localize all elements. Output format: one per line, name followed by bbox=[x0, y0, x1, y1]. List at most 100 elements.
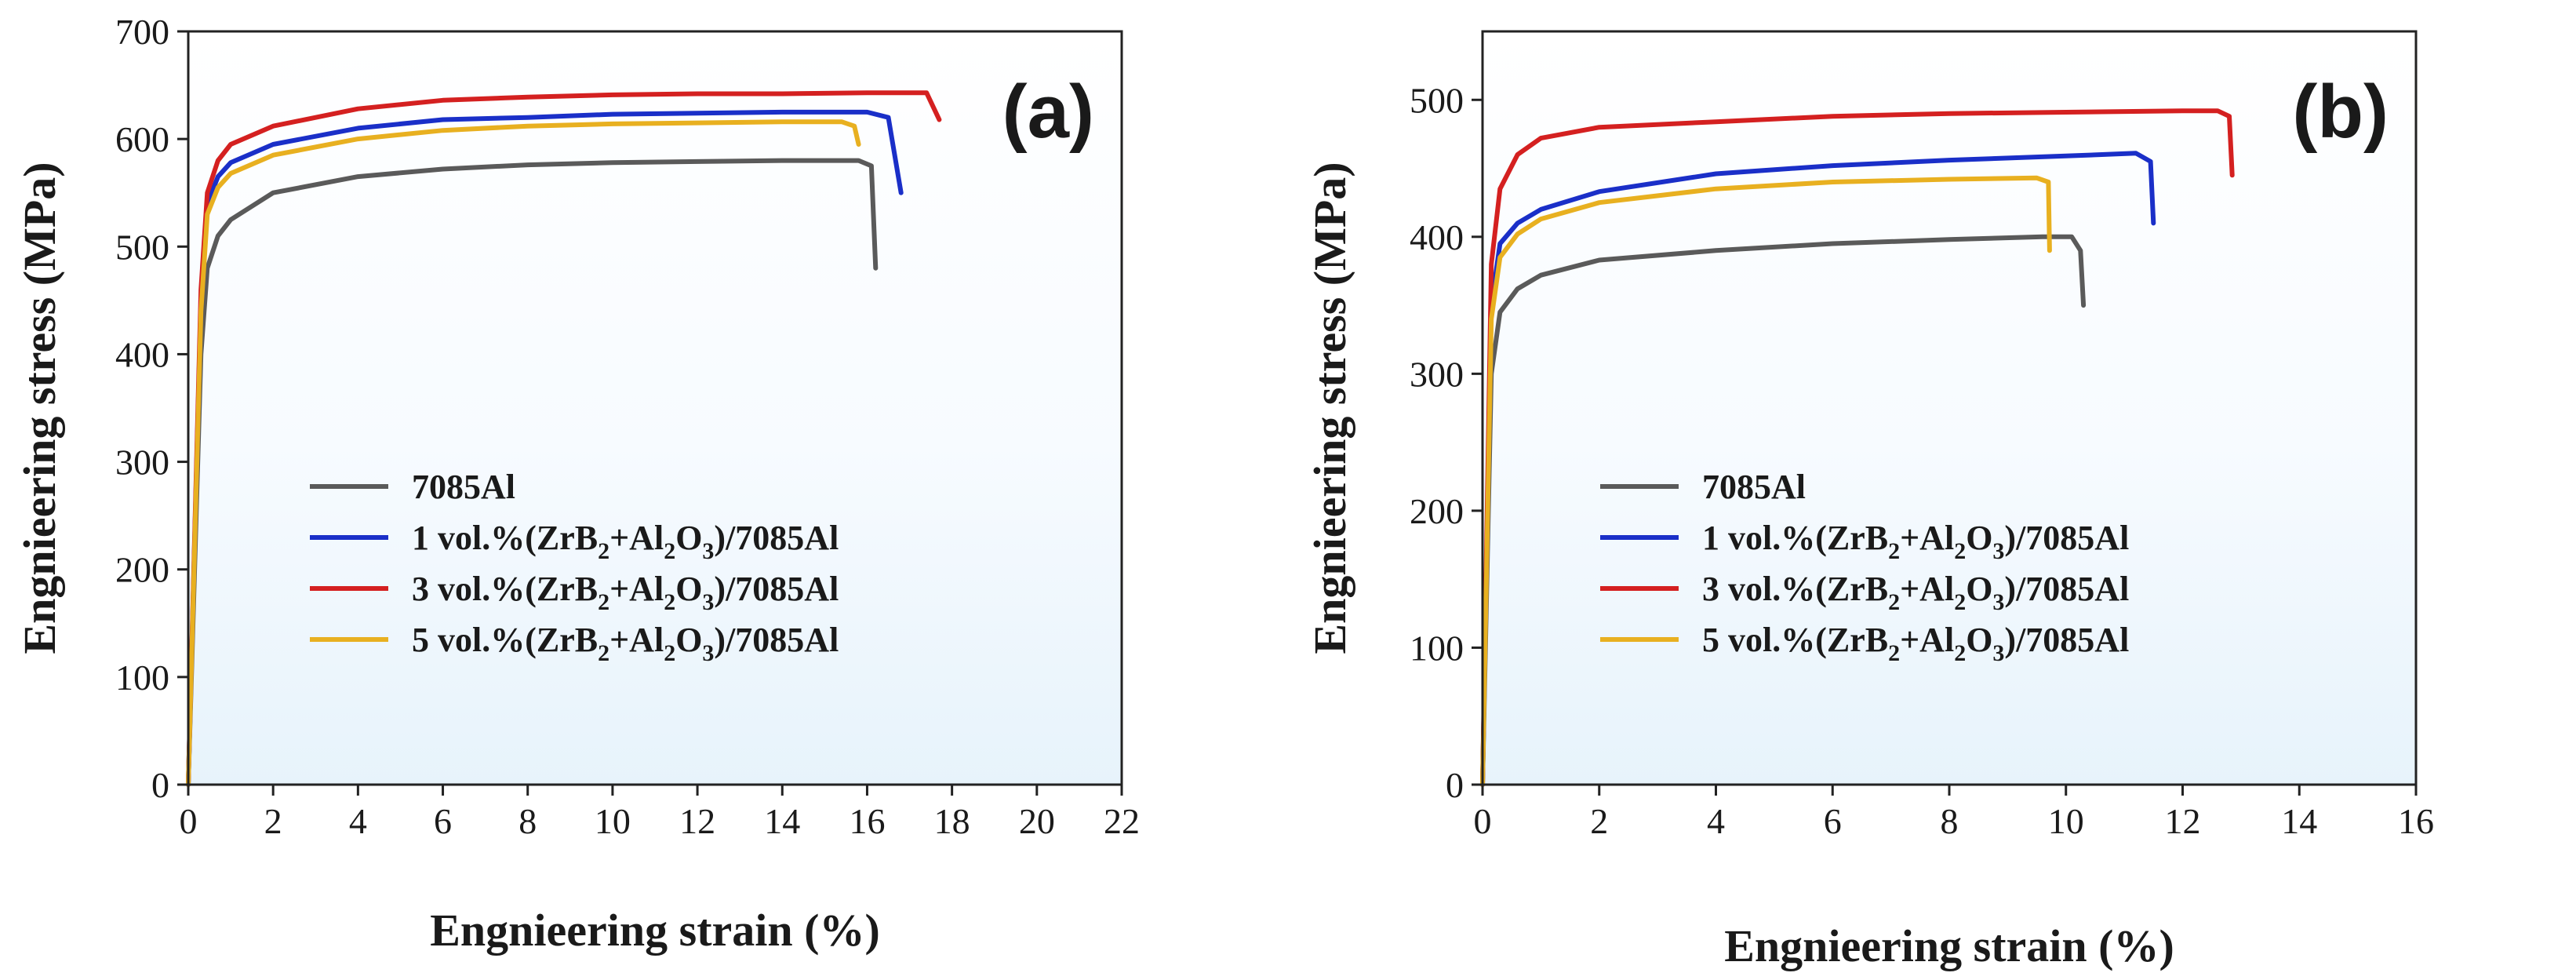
legend-item: 1 vol.%(ZrB2+Al2O3)/7085Al bbox=[310, 519, 839, 564]
y-tick-label: 100 bbox=[1410, 628, 1464, 668]
series-line-1-vol-zrb2-al2o3-7085al bbox=[186, 109, 904, 787]
series-line-7085al bbox=[1480, 234, 2087, 787]
legend-text-part: /7085Al bbox=[2015, 519, 2129, 557]
y-tick-label: 400 bbox=[1410, 217, 1464, 257]
x-tick-label: 18 bbox=[934, 801, 970, 841]
legend-text-part: O bbox=[1966, 621, 1992, 659]
legend-text-part: /7085Al bbox=[2015, 570, 2129, 608]
series-line-5-vol-zrb2-al2o3-7085al bbox=[186, 119, 861, 787]
legend-label: 7085Al bbox=[412, 468, 515, 506]
y-tick-label: 200 bbox=[1410, 491, 1464, 531]
legend-text-part: /7085Al bbox=[725, 621, 839, 659]
panel-label-a: (a) bbox=[1002, 70, 1094, 154]
legend-text-part: O bbox=[675, 621, 702, 659]
y-axis-ticks-a: 0 100 200 300 400 500 600 700 bbox=[115, 12, 188, 805]
x-tick-label: 20 bbox=[1019, 801, 1055, 841]
x-tick-label: 0 bbox=[180, 801, 198, 841]
series-line-1-vol-zrb2-al2o3-7085al bbox=[1480, 151, 2156, 787]
y-tick-label: 200 bbox=[115, 550, 169, 590]
series-line-5-vol-zrb2-al2o3-7085al bbox=[1480, 175, 2052, 787]
legend-label: 5 vol.%(ZrB2+Al2O3)/7085Al bbox=[412, 621, 839, 666]
legend-text-part: 5 vol.%(ZrB bbox=[1702, 621, 1888, 659]
legend-text-part: /7085Al bbox=[725, 519, 839, 557]
legend-text-part: ) bbox=[2004, 570, 2016, 608]
legend-text-part: +Al bbox=[1900, 570, 1954, 608]
y-tick-label: 100 bbox=[115, 658, 169, 698]
legend-a: 7085Al 1 vol.%(ZrB2+Al2O3)/7085Al 3 vol.… bbox=[310, 468, 839, 666]
legend-item: 3 vol.%(ZrB2+Al2O3)/7085Al bbox=[1600, 570, 2129, 615]
legend-subscript: 3 bbox=[1992, 538, 2004, 564]
legend-subscript: 3 bbox=[1992, 589, 2004, 615]
legend-subscript: 2 bbox=[1954, 538, 1966, 564]
y-tick-label: 300 bbox=[115, 443, 169, 483]
legend-text-part: ) bbox=[714, 519, 726, 557]
legend-text-part: ) bbox=[2004, 621, 2016, 659]
legend-subscript: 3 bbox=[702, 538, 714, 564]
legend-text-part: /7085Al bbox=[2015, 621, 2129, 659]
legend-item: 5 vol.%(ZrB2+Al2O3)/7085Al bbox=[1600, 621, 2129, 666]
legend-subscript: 2 bbox=[1954, 640, 1966, 666]
legend-item: 1 vol.%(ZrB2+Al2O3)/7085Al bbox=[1600, 519, 2129, 564]
series-layer-b bbox=[1480, 108, 2235, 787]
legend-subscript: 2 bbox=[598, 538, 609, 564]
legend-text-part: 1 vol.%(ZrB bbox=[1702, 519, 1888, 557]
legend-text-part: O bbox=[675, 570, 702, 608]
series-line-3-vol-zrb2-al2o3-7085al bbox=[186, 90, 942, 787]
legend-text-part: O bbox=[1966, 519, 1992, 557]
plot-area-background bbox=[1483, 31, 2416, 785]
legend-text-part: ) bbox=[714, 621, 726, 659]
series-layer-a bbox=[186, 90, 942, 787]
x-axis-label-b: Engnieering strain (%) bbox=[1724, 920, 2174, 971]
x-tick-label: 8 bbox=[1941, 801, 1959, 841]
x-tick-label: 6 bbox=[434, 801, 452, 841]
legend-text-part: +Al bbox=[609, 570, 664, 608]
x-tick-label: 14 bbox=[764, 801, 800, 841]
y-axis-label-b: Engnieering stress (MPa) bbox=[1304, 162, 1355, 654]
legend-label: 7085Al bbox=[1702, 468, 1806, 506]
y-axis-ticks-b: 0 100 200 300 400 500 bbox=[1410, 80, 1483, 805]
legend-text-part: 3 vol.%(ZrB bbox=[412, 570, 598, 608]
legend-text-part: ) bbox=[714, 570, 726, 608]
x-tick-label: 16 bbox=[2398, 801, 2434, 841]
legend-subscript: 3 bbox=[702, 589, 714, 615]
y-tick-label: 0 bbox=[151, 765, 169, 805]
legend-subscript: 2 bbox=[664, 538, 675, 564]
legend-text-part: +Al bbox=[609, 519, 664, 557]
y-axis-label-a: Engnieering stress (MPa) bbox=[14, 162, 65, 654]
legend-subscript: 2 bbox=[1888, 538, 1900, 564]
panel-label-b: (b) bbox=[2292, 70, 2389, 154]
legend-label: 3 vol.%(ZrB2+Al2O3)/7085Al bbox=[412, 570, 839, 615]
x-tick-label: 0 bbox=[1474, 801, 1492, 841]
x-tick-label: 6 bbox=[1824, 801, 1842, 841]
x-tick-label: 8 bbox=[518, 801, 537, 841]
x-tick-label: 10 bbox=[595, 801, 631, 841]
y-tick-label: 700 bbox=[115, 12, 169, 52]
x-tick-label: 4 bbox=[349, 801, 367, 841]
x-tick-label: 12 bbox=[2165, 801, 2201, 841]
x-tick-label: 2 bbox=[1590, 801, 1608, 841]
legend-text-part: 5 vol.%(ZrB bbox=[412, 621, 598, 659]
y-tick-label: 500 bbox=[1410, 80, 1464, 120]
legend-text-part: +Al bbox=[1900, 519, 1954, 557]
legend-subscript: 3 bbox=[702, 640, 714, 666]
legend-item: 3 vol.%(ZrB2+Al2O3)/7085Al bbox=[310, 570, 839, 615]
legend-text-part: +Al bbox=[1900, 621, 1954, 659]
legend-b: 7085Al 1 vol.%(ZrB2+Al2O3)/7085Al 3 vol.… bbox=[1600, 468, 2129, 666]
legend-subscript: 2 bbox=[664, 640, 675, 666]
legend-subscript: 2 bbox=[598, 640, 609, 666]
x-axis-label-a: Engnieering strain (%) bbox=[430, 905, 880, 956]
legend-text-part: O bbox=[1966, 570, 1992, 608]
legend-item: 7085Al bbox=[310, 468, 515, 506]
legend-subscript: 2 bbox=[1888, 640, 1900, 666]
legend-subscript: 2 bbox=[664, 589, 675, 615]
legend-item: 5 vol.%(ZrB2+Al2O3)/7085Al bbox=[310, 621, 839, 666]
y-tick-label: 500 bbox=[115, 227, 169, 267]
legend-text-part: +Al bbox=[609, 621, 664, 659]
legend-subscript: 2 bbox=[598, 589, 609, 615]
series-line-3-vol-zrb2-al2o3-7085al bbox=[1480, 108, 2235, 787]
x-tick-label: 12 bbox=[679, 801, 715, 841]
legend-subscript: 3 bbox=[1992, 640, 2004, 666]
legend-text-part: 3 vol.%(ZrB bbox=[1702, 570, 1888, 608]
legend-text-part: 1 vol.%(ZrB bbox=[412, 519, 598, 557]
